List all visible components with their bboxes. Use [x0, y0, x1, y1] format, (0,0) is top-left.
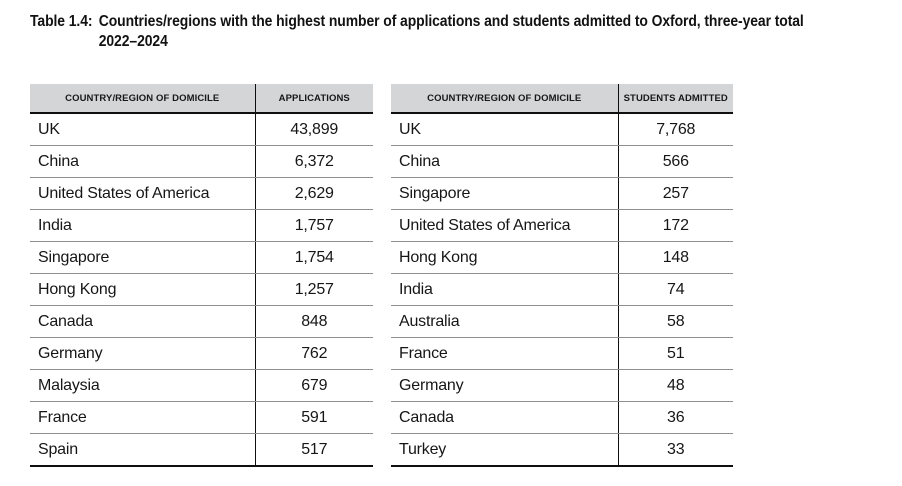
table-row: China 6,372	[30, 145, 373, 178]
column-header-country-domicile: COUNTRY/REGION OF DOMICILE	[391, 84, 619, 114]
table-row: Turkey 33	[391, 433, 733, 467]
country-cell: Hong Kong	[30, 273, 256, 306]
value-cell: 58	[618, 305, 733, 338]
country-cell: China	[30, 145, 256, 178]
country-cell: France	[391, 337, 619, 370]
country-cell: France	[30, 401, 256, 434]
country-cell: Malaysia	[30, 369, 256, 402]
country-cell: United States of America	[391, 209, 619, 242]
table-row: Hong Kong 148	[391, 241, 733, 274]
table-row: United States of America 2,629	[30, 177, 373, 210]
value-cell: 172	[618, 209, 733, 242]
table-row: Malaysia 679	[30, 369, 373, 402]
country-cell: Spain	[30, 433, 256, 467]
value-cell: 33	[618, 433, 733, 467]
table-row: France 51	[391, 337, 733, 370]
country-cell: India	[391, 273, 619, 306]
table-row: Germany 48	[391, 369, 733, 402]
applications-header-row: COUNTRY/REGION OF DOMICILE APPLICATIONS	[30, 84, 373, 114]
value-cell: 517	[255, 433, 373, 467]
table-row: France 591	[30, 401, 373, 434]
value-cell: 2,629	[255, 177, 373, 210]
value-cell: 257	[618, 177, 733, 210]
country-cell: Canada	[391, 401, 619, 434]
table-row: Singapore 257	[391, 177, 733, 210]
country-cell: Singapore	[30, 241, 256, 274]
country-cell: Hong Kong	[391, 241, 619, 274]
table-row: Canada 36	[391, 401, 733, 434]
column-header-applications: APPLICATIONS	[255, 84, 373, 114]
value-cell: 679	[255, 369, 373, 402]
value-cell: 6,372	[255, 145, 373, 178]
table-row: Singapore 1,754	[30, 241, 373, 274]
value-cell: 51	[618, 337, 733, 370]
table-row: India 74	[391, 273, 733, 306]
table-caption-text: Countries/regions with the highest numbe…	[99, 12, 804, 52]
applications-table: COUNTRY/REGION OF DOMICILE APPLICATIONS …	[30, 84, 373, 467]
value-cell: 762	[255, 337, 373, 370]
value-cell: 1,754	[255, 241, 373, 274]
country-cell: UK	[391, 113, 619, 146]
value-cell: 148	[618, 241, 733, 274]
value-cell: 7,768	[618, 113, 733, 146]
students-admitted-table-body: UK 7,768 China 566 Singapore 257 United States…	[391, 113, 733, 467]
table-row: India 1,757	[30, 209, 373, 242]
students-admitted-table: COUNTRY/REGION OF DOMICILE STUDENTS ADMI…	[391, 84, 733, 467]
country-cell: Australia	[391, 305, 619, 338]
value-cell: 591	[255, 401, 373, 434]
country-cell: India	[30, 209, 256, 242]
column-header-country-domicile: COUNTRY/REGION OF DOMICILE	[30, 84, 256, 114]
table-row: UK 7,768	[391, 113, 733, 146]
table-caption-label: Table 1.4:	[30, 13, 93, 30]
value-cell: 48	[618, 369, 733, 402]
table-caption: Table 1.4: Countries/regions with the hi…	[30, 12, 804, 52]
table-row: Germany 762	[30, 337, 373, 370]
country-cell: Singapore	[391, 177, 619, 210]
value-cell: 36	[618, 401, 733, 434]
applications-table-body: UK 43,899 China 6,372 United States of Ameri…	[30, 113, 373, 467]
table-row: UK 43,899	[30, 113, 373, 146]
country-cell: UK	[30, 113, 256, 146]
table-row: Spain 517	[30, 433, 373, 467]
country-cell: United States of America	[30, 177, 256, 210]
table-row: United States of America 172	[391, 209, 733, 242]
table-row: Hong Kong 1,257	[30, 273, 373, 306]
table-row: Canada 848	[30, 305, 373, 338]
value-cell: 566	[618, 145, 733, 178]
country-cell: Germany	[391, 369, 619, 402]
table-row: Australia 58	[391, 305, 733, 338]
value-cell: 1,757	[255, 209, 373, 242]
country-cell: Germany	[30, 337, 256, 370]
value-cell: 1,257	[255, 273, 373, 306]
value-cell: 74	[618, 273, 733, 306]
column-header-students-admitted: STUDENTS ADMITTED	[618, 84, 733, 114]
table-caption-line1: Countries/regions with the highest numbe…	[98, 13, 804, 30]
country-cell: Canada	[30, 305, 256, 338]
tables-row: COUNTRY/REGION OF DOMICILE APPLICATIONS …	[30, 84, 733, 467]
country-cell: China	[391, 145, 619, 178]
table-caption-line2: 2022–2024	[98, 33, 168, 50]
table-row: China 566	[391, 145, 733, 178]
value-cell: 43,899	[255, 113, 373, 146]
students-admitted-header-row: COUNTRY/REGION OF DOMICILE STUDENTS ADMI…	[391, 84, 733, 114]
country-cell: Turkey	[391, 433, 619, 467]
value-cell: 848	[255, 305, 373, 338]
